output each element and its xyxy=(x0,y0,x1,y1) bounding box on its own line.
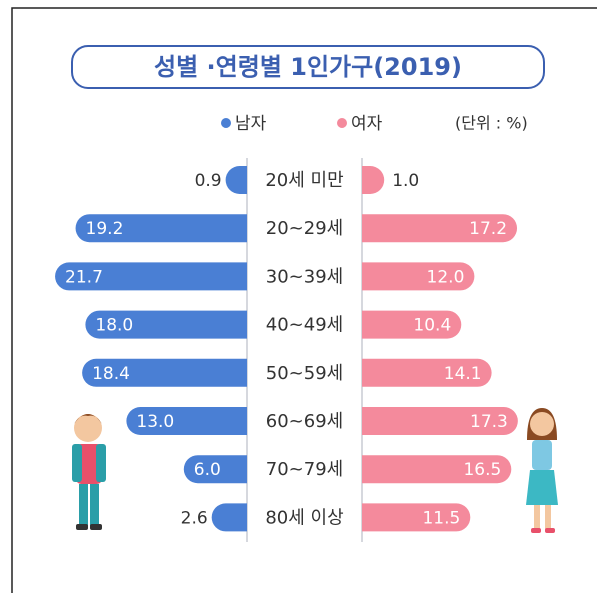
value-label: 0.9 xyxy=(195,171,222,191)
category-label: 20~29세 xyxy=(266,218,343,239)
value-label: 17.2 xyxy=(469,219,507,239)
legend-swatch xyxy=(337,118,347,128)
value-label: 19.2 xyxy=(86,219,124,239)
legend-swatch xyxy=(221,118,231,128)
value-label: 1.0 xyxy=(392,171,419,191)
value-label: 17.3 xyxy=(470,412,508,432)
bar xyxy=(212,503,247,531)
value-label: 13.0 xyxy=(136,412,174,432)
value-label: 6.0 xyxy=(194,460,221,480)
category-label: 40~49세 xyxy=(266,315,343,336)
legend-label: 여자 xyxy=(351,114,383,134)
page: 성별 ·연령별 1인가구(2019) 남자 여자 (단위 : %) 20세 미만… xyxy=(0,0,597,593)
value-label: 11.5 xyxy=(422,508,460,528)
legend-label: 남자 xyxy=(235,114,267,134)
category-label: 80세 이상 xyxy=(265,507,343,528)
value-label: 14.1 xyxy=(444,364,482,384)
category-label: 50~59세 xyxy=(266,363,343,384)
category-label: 30~39세 xyxy=(266,266,343,287)
value-label: 12.0 xyxy=(427,267,465,287)
chart-title: 성별 ·연령별 1인가구(2019) xyxy=(154,53,462,81)
value-label: 21.7 xyxy=(65,267,103,287)
category-label: 70~79세 xyxy=(266,459,343,480)
value-label: 10.4 xyxy=(413,316,451,336)
category-label: 20세 미만 xyxy=(265,170,343,191)
unit-note: (단위 : %) xyxy=(455,114,528,133)
value-label: 18.0 xyxy=(95,316,133,336)
value-label: 18.4 xyxy=(92,364,130,384)
category-label: 60~69세 xyxy=(266,411,343,432)
value-label: 16.5 xyxy=(463,460,501,480)
value-label: 2.6 xyxy=(181,508,208,528)
chart: 성별 ·연령별 1인가구(2019) 남자 여자 (단위 : %) 20세 미만… xyxy=(0,0,597,593)
